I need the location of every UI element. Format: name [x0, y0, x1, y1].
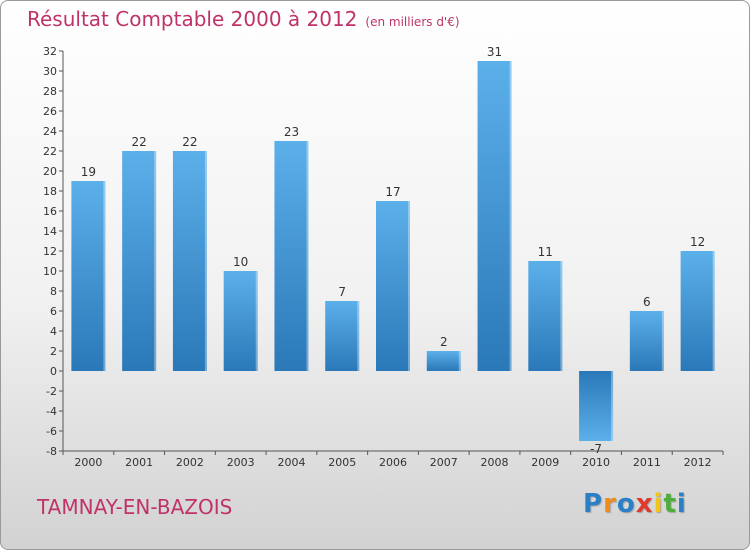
value-label-2000: 19	[81, 165, 96, 179]
bar-2005	[325, 301, 360, 371]
bar-highlight-2012	[712, 251, 715, 371]
y-tick-label: -2	[46, 385, 57, 398]
value-label-2002: 22	[182, 135, 197, 149]
logo-letter: P	[583, 489, 604, 519]
y-tick-label: 32	[43, 45, 57, 58]
bar-highlight-2007	[458, 351, 461, 371]
chart-subtitle: (en milliers d'€)	[365, 15, 460, 29]
value-label-2004: 23	[284, 125, 299, 139]
value-label-2001: 22	[132, 135, 147, 149]
bar-2008	[477, 61, 512, 371]
x-tick-label-2000: 2000	[74, 456, 102, 469]
y-tick-label: -4	[46, 405, 57, 418]
x-tick-label-2006: 2006	[379, 456, 407, 469]
bar-highlight-2001	[154, 151, 157, 371]
logo-letter: x	[635, 489, 654, 519]
value-label-2009: 11	[538, 245, 553, 259]
y-tick-label: 2	[50, 345, 57, 358]
y-tick-label: 10	[43, 265, 57, 278]
bar-2007	[426, 351, 461, 371]
bar-2001	[122, 151, 157, 371]
bar-highlight-2005	[357, 301, 360, 371]
bar-2010	[579, 371, 614, 441]
y-tick-label: 0	[50, 365, 57, 378]
x-tick-label-2007: 2007	[430, 456, 458, 469]
bar-highlight-2006	[408, 201, 410, 371]
y-tick-label: 22	[43, 145, 57, 158]
x-tick-label-2012: 2012	[684, 456, 712, 469]
y-tick-label: 6	[50, 305, 57, 318]
proxiti-logo: Proxiti	[583, 489, 687, 519]
y-tick-label: 28	[43, 85, 57, 98]
y-tick-label: -8	[46, 445, 57, 458]
bar-highlight-2010	[611, 371, 614, 441]
x-tick-label-2010: 2010	[582, 456, 610, 469]
value-label-2011: 6	[643, 295, 651, 309]
logo-letter: t	[663, 489, 677, 519]
value-label-2003: 10	[233, 255, 248, 269]
bar-highlight-2003	[255, 271, 258, 371]
x-tick-label-2011: 2011	[633, 456, 661, 469]
y-tick-label: 30	[43, 65, 57, 78]
y-tick-label: 16	[43, 205, 57, 218]
value-label-2010: -7	[590, 442, 602, 456]
y-tick-label: 4	[50, 325, 57, 338]
x-tick-label-2001: 2001	[125, 456, 153, 469]
x-tick-label-2005: 2005	[328, 456, 356, 469]
bar-2012	[680, 251, 715, 371]
value-label-2005: 7	[338, 285, 346, 299]
logo-letter: r	[603, 489, 617, 519]
y-tick-label: 8	[50, 285, 57, 298]
logo-letter: i	[653, 489, 664, 519]
bar-highlight-2002	[204, 151, 207, 371]
x-tick-label-2009: 2009	[531, 456, 559, 469]
y-tick-label: 24	[43, 125, 57, 138]
y-tick-label: 14	[43, 225, 57, 238]
x-tick-label-2004: 2004	[277, 456, 305, 469]
y-tick-label: -6	[46, 425, 57, 438]
bar-highlight-2009	[560, 261, 563, 371]
bar-2000	[71, 181, 106, 371]
y-tick-label: 12	[43, 245, 57, 258]
x-tick-label-2003: 2003	[227, 456, 255, 469]
bar-highlight-2000	[103, 181, 106, 371]
chart-title: Résultat Comptable 2000 à 2012 (en millie…	[27, 7, 460, 31]
value-label-2007: 2	[440, 335, 448, 349]
logo-letter: o	[616, 489, 636, 519]
bar-highlight-2004	[306, 141, 309, 371]
y-tick-label: 20	[43, 165, 57, 178]
value-label-2006: 17	[385, 185, 400, 199]
logo-letter: i	[676, 489, 687, 519]
x-tick-label-2008: 2008	[481, 456, 509, 469]
bar-2004	[274, 141, 309, 371]
bar-2009	[528, 261, 563, 371]
value-label-2012: 12	[690, 235, 705, 249]
bar-2011	[629, 311, 664, 371]
commune-name: TAMNAY-EN-BAZOIS	[37, 495, 233, 519]
y-tick-label: 26	[43, 105, 57, 118]
bar-2006	[376, 201, 410, 371]
x-tick-label-2002: 2002	[176, 456, 204, 469]
y-tick-label: 18	[43, 185, 57, 198]
bar-highlight-2011	[661, 311, 664, 371]
chart-title-text: Résultat Comptable 2000 à 2012	[27, 7, 358, 31]
bar-2003	[223, 271, 258, 371]
bar-highlight-2008	[509, 61, 512, 371]
value-label-2008: 31	[487, 45, 502, 59]
bar-2002	[172, 151, 207, 371]
